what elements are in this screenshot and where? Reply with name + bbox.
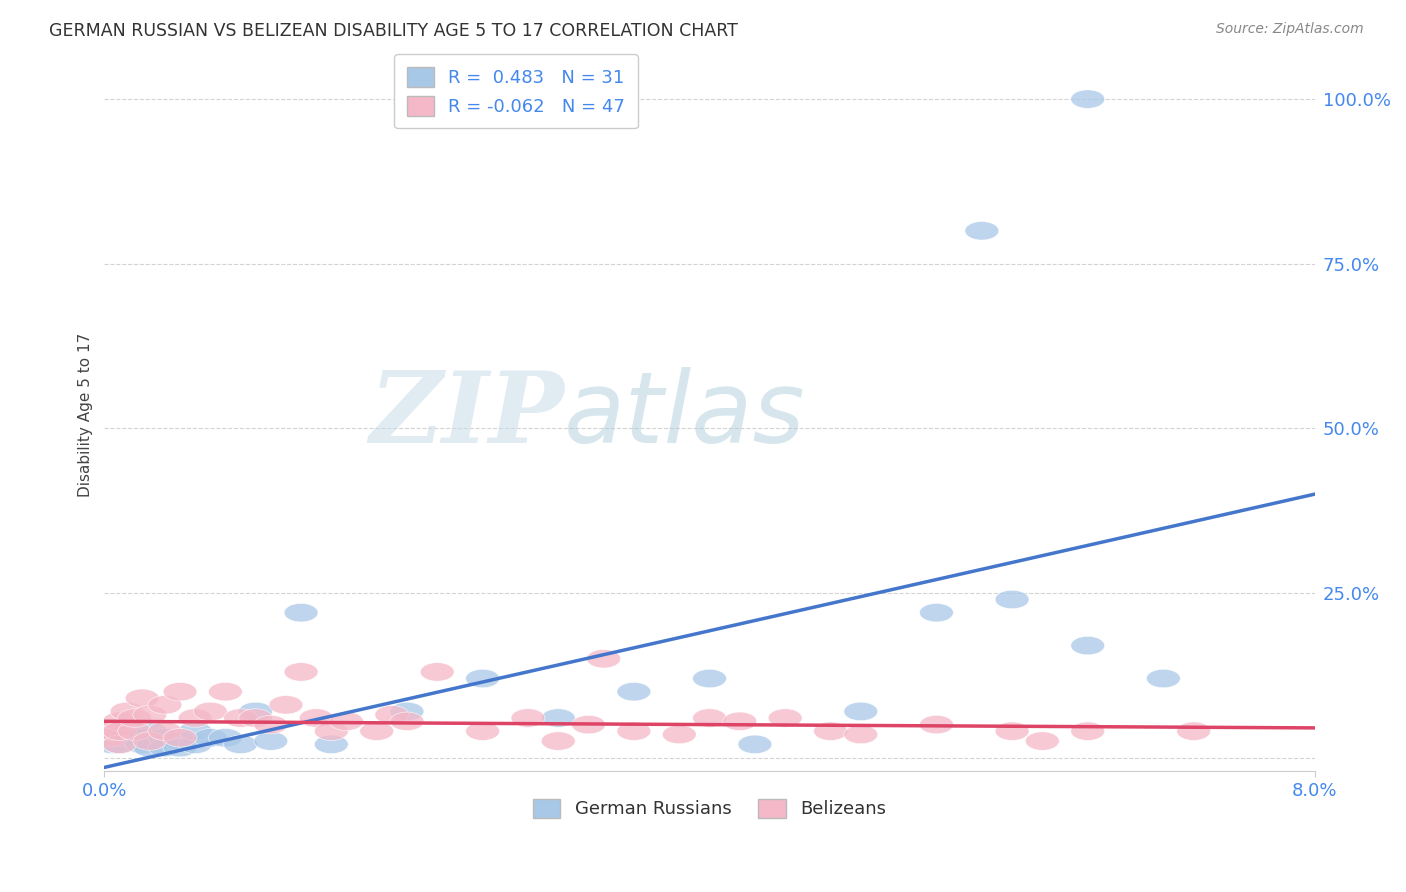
Ellipse shape	[91, 729, 127, 747]
Ellipse shape	[465, 669, 499, 688]
Ellipse shape	[541, 709, 575, 727]
Ellipse shape	[163, 682, 197, 701]
Ellipse shape	[254, 731, 288, 750]
Ellipse shape	[541, 731, 575, 750]
Ellipse shape	[148, 739, 181, 757]
Ellipse shape	[617, 682, 651, 701]
Ellipse shape	[995, 722, 1029, 740]
Ellipse shape	[224, 709, 257, 727]
Ellipse shape	[194, 702, 228, 721]
Ellipse shape	[132, 722, 167, 740]
Ellipse shape	[572, 715, 606, 734]
Ellipse shape	[965, 221, 998, 240]
Y-axis label: Disability Age 5 to 17: Disability Age 5 to 17	[79, 333, 93, 497]
Ellipse shape	[693, 669, 727, 688]
Ellipse shape	[96, 722, 129, 740]
Ellipse shape	[132, 739, 167, 757]
Ellipse shape	[163, 731, 197, 750]
Ellipse shape	[110, 729, 143, 747]
Ellipse shape	[844, 725, 877, 744]
Ellipse shape	[179, 709, 212, 727]
Ellipse shape	[284, 663, 318, 681]
Ellipse shape	[389, 702, 423, 721]
Ellipse shape	[1071, 722, 1105, 740]
Ellipse shape	[995, 591, 1029, 608]
Ellipse shape	[103, 735, 136, 754]
Ellipse shape	[179, 722, 212, 740]
Text: ZIP: ZIP	[370, 367, 564, 464]
Ellipse shape	[315, 735, 349, 754]
Ellipse shape	[194, 729, 228, 747]
Ellipse shape	[103, 712, 136, 731]
Ellipse shape	[148, 729, 181, 747]
Ellipse shape	[299, 709, 333, 727]
Ellipse shape	[239, 709, 273, 727]
Ellipse shape	[768, 709, 801, 727]
Ellipse shape	[132, 706, 167, 724]
Ellipse shape	[148, 696, 181, 714]
Text: Source: ZipAtlas.com: Source: ZipAtlas.com	[1216, 22, 1364, 37]
Ellipse shape	[163, 739, 197, 757]
Ellipse shape	[360, 722, 394, 740]
Text: atlas: atlas	[564, 367, 806, 464]
Ellipse shape	[125, 689, 159, 707]
Ellipse shape	[1071, 636, 1105, 655]
Ellipse shape	[118, 709, 152, 727]
Ellipse shape	[315, 722, 349, 740]
Ellipse shape	[586, 649, 620, 668]
Ellipse shape	[103, 722, 136, 740]
Ellipse shape	[465, 722, 499, 740]
Legend: German Russians, Belizeans: German Russians, Belizeans	[526, 791, 893, 826]
Ellipse shape	[179, 735, 212, 754]
Ellipse shape	[814, 722, 848, 740]
Ellipse shape	[254, 715, 288, 734]
Ellipse shape	[738, 735, 772, 754]
Ellipse shape	[239, 702, 273, 721]
Ellipse shape	[118, 729, 152, 747]
Ellipse shape	[163, 729, 197, 747]
Ellipse shape	[1071, 90, 1105, 108]
Text: GERMAN RUSSIAN VS BELIZEAN DISABILITY AGE 5 TO 17 CORRELATION CHART: GERMAN RUSSIAN VS BELIZEAN DISABILITY AG…	[49, 22, 738, 40]
Ellipse shape	[920, 715, 953, 734]
Ellipse shape	[132, 731, 167, 750]
Ellipse shape	[103, 735, 136, 754]
Ellipse shape	[208, 682, 242, 701]
Ellipse shape	[118, 722, 152, 740]
Ellipse shape	[1025, 731, 1059, 750]
Ellipse shape	[148, 722, 181, 740]
Ellipse shape	[269, 696, 302, 714]
Ellipse shape	[1146, 669, 1180, 688]
Ellipse shape	[693, 709, 727, 727]
Ellipse shape	[375, 706, 409, 724]
Ellipse shape	[420, 663, 454, 681]
Ellipse shape	[617, 722, 651, 740]
Ellipse shape	[110, 702, 143, 721]
Ellipse shape	[1177, 722, 1211, 740]
Ellipse shape	[662, 725, 696, 744]
Ellipse shape	[96, 735, 129, 754]
Ellipse shape	[723, 712, 756, 731]
Ellipse shape	[329, 712, 363, 731]
Ellipse shape	[920, 603, 953, 622]
Ellipse shape	[125, 735, 159, 754]
Ellipse shape	[389, 712, 423, 731]
Ellipse shape	[284, 603, 318, 622]
Ellipse shape	[510, 709, 546, 727]
Ellipse shape	[844, 702, 877, 721]
Ellipse shape	[224, 735, 257, 754]
Ellipse shape	[208, 729, 242, 747]
